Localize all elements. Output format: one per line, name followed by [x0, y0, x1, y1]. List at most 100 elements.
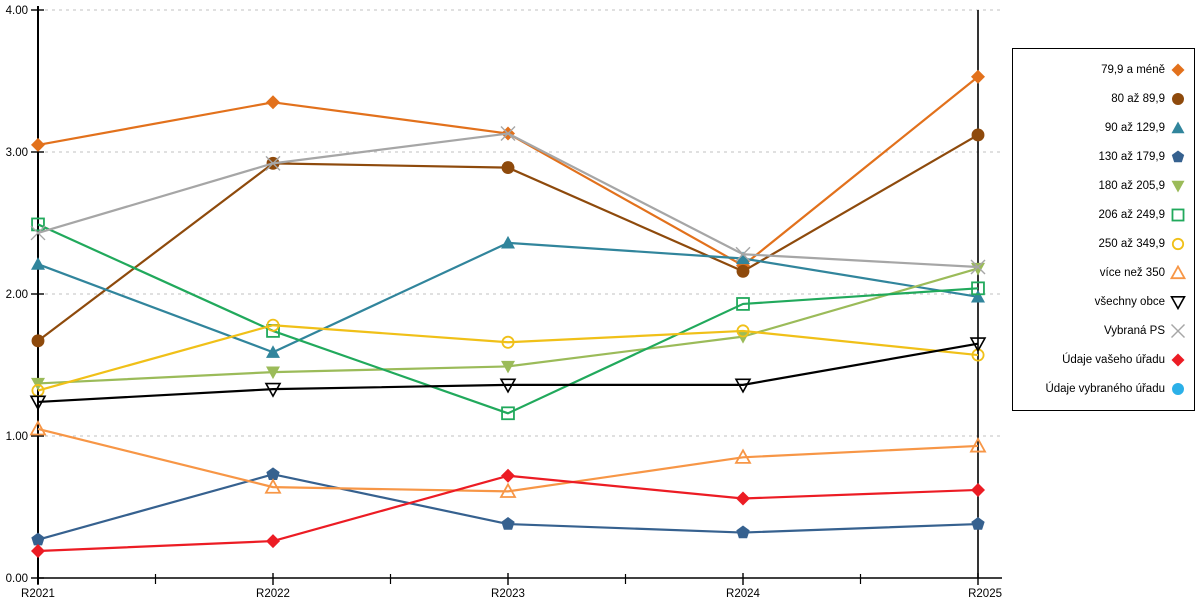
legend-marker-square-open-icon: [1171, 208, 1185, 222]
series-line-250-a-349-9: [37, 324, 979, 392]
data-point-daje-va-eho-adu[interactable]: [501, 468, 515, 483]
data-point-v-echny-obce[interactable]: [499, 378, 517, 394]
data-point-80-a-89-9[interactable]: [31, 334, 45, 348]
legend-label: 206 až 249,9: [1098, 208, 1165, 221]
legend-label: 90 až 129,9: [1104, 121, 1165, 134]
legend-item-v-ce-ne-350[interactable]: více než 350: [1017, 265, 1186, 282]
data-point-250-a-349-9[interactable]: [501, 335, 515, 349]
data-point-206-a-249-9[interactable]: [31, 217, 45, 232]
marker-pentagon-filled: [1171, 150, 1185, 163]
data-point-80-a-89-9[interactable]: [736, 264, 750, 278]
data-point-206-a-249-9[interactable]: [501, 406, 515, 421]
marker-triangle-down-filled: [1171, 180, 1185, 193]
legend-item-79-9-a-m-n[interactable]: 79,9 a méně: [1017, 61, 1186, 78]
series-v-ce-ne-350: [29, 420, 987, 498]
legend-item-daje-vybran-ho-adu[interactable]: Údaje vybraného úřadu: [1017, 381, 1186, 398]
data-point-daje-va-eho-adu[interactable]: [736, 491, 750, 506]
legend-item-250-a-349-9[interactable]: 250 až 349,9: [1017, 236, 1186, 253]
chart-legend: 79,9 a méně 80 až 89,9 90 až 129,9 130 až 1…: [1012, 48, 1195, 411]
data-point-v-echny-obce[interactable]: [734, 378, 752, 394]
data-point-130-a-179-9[interactable]: [736, 525, 750, 539]
legend-item-80-a-89-9[interactable]: 80 až 89,9: [1017, 90, 1186, 107]
data-point-vybran-ps[interactable]: [265, 155, 281, 171]
legend-label: 80 až 89,9: [1111, 92, 1165, 105]
marker-diamond-filled: [1171, 353, 1185, 367]
x-axis-label-r2024: R2024: [726, 588, 760, 600]
series-180-a-205-9: [31, 262, 985, 391]
data-point-90-a-129-9[interactable]: [501, 235, 515, 249]
data-point-vybran-ps[interactable]: [970, 259, 986, 275]
series-130-a-179-9: [31, 467, 985, 546]
data-point-v-echny-obce[interactable]: [969, 337, 987, 353]
y-axis-label: 4.00: [6, 5, 28, 17]
data-point-daje-va-eho-adu[interactable]: [971, 482, 985, 497]
data-point-v-ce-ne-350[interactable]: [734, 448, 752, 464]
data-point-79-9-a-m-n[interactable]: [971, 69, 985, 84]
legend-label: 180 až 205,9: [1098, 179, 1165, 192]
legend-marker-triangle-up-filled-icon: [1171, 121, 1185, 133]
data-point-90-a-129-9[interactable]: [736, 251, 750, 265]
data-point-79-9-a-m-n[interactable]: [266, 95, 280, 110]
legend-marker-triangle-down-open-icon: [1170, 296, 1186, 311]
data-point-vybran-ps[interactable]: [30, 225, 46, 241]
data-point-250-a-349-9[interactable]: [736, 324, 750, 338]
x-axis-label-r2023: R2023: [491, 588, 525, 600]
data-point-v-ce-ne-350[interactable]: [969, 437, 987, 453]
series-206-a-249-9: [31, 217, 985, 421]
legend-marker-circle-filled-icon: [1172, 92, 1184, 105]
data-point-130-a-179-9[interactable]: [266, 467, 280, 480]
series-line-daje-va-eho-adu: [37, 474, 979, 553]
legend-item-daje-va-eho-adu[interactable]: Údaje vašeho úřadu: [1017, 352, 1186, 369]
data-point-130-a-179-9[interactable]: [971, 517, 985, 530]
legend-marker-diamond-filled-icon: [1171, 353, 1185, 367]
data-point-vybran-ps[interactable]: [735, 246, 751, 262]
legend-marker-triangle-up-open-icon: [1170, 265, 1186, 280]
marker-triangle-up-filled: [1171, 121, 1185, 133]
legend-label: Údaje vašeho úřadu: [1062, 354, 1165, 367]
legend-label: Vybraná PS: [1104, 325, 1165, 338]
data-point-79-9-a-m-n[interactable]: [31, 137, 45, 152]
data-point-90-a-129-9[interactable]: [971, 289, 985, 303]
data-point-180-a-205-9[interactable]: [501, 360, 515, 374]
data-point-90-a-129-9[interactable]: [31, 257, 45, 270]
data-point-v-ce-ne-350[interactable]: [264, 478, 282, 494]
data-point-80-a-89-9[interactable]: [501, 161, 515, 175]
data-point-daje-va-eho-adu[interactable]: [266, 534, 280, 549]
data-point-v-echny-obce[interactable]: [29, 395, 47, 411]
data-point-v-echny-obce[interactable]: [264, 382, 282, 398]
data-point-130-a-179-9[interactable]: [31, 532, 45, 546]
y-axis-label: 2.00: [6, 289, 28, 301]
legend-item-vybran-ps[interactable]: Vybraná PS: [1017, 323, 1186, 340]
legend-item-v-echny-obce[interactable]: všechny obce: [1017, 294, 1186, 311]
marker-diamond-filled: [1171, 63, 1185, 77]
data-point-90-a-129-9[interactable]: [266, 345, 280, 358]
legend-label: více než 350: [1099, 267, 1165, 280]
legend-item-90-a-129-9[interactable]: 90 až 129,9: [1017, 119, 1186, 136]
data-point-v-ce-ne-350[interactable]: [499, 482, 517, 498]
series-line-206-a-249-9: [37, 223, 979, 415]
legend-item-206-a-249-9[interactable]: 206 až 249,9: [1017, 206, 1186, 223]
series-daje-va-eho-adu: [31, 468, 985, 559]
data-point-v-ce-ne-350[interactable]: [29, 420, 47, 436]
legend-marker-circle-filled-icon: [1172, 383, 1184, 396]
x-axis-label-r2021: R2021: [21, 588, 55, 600]
marker-circle-open: [1171, 237, 1185, 251]
y-axis-label: 0.00: [6, 573, 28, 585]
series-90-a-129-9: [31, 235, 985, 358]
legend-marker-pentagon-filled-icon: [1171, 150, 1185, 163]
data-point-130-a-179-9[interactable]: [501, 517, 515, 530]
data-point-vybran-ps[interactable]: [500, 126, 516, 142]
marker-x: [1171, 324, 1185, 339]
data-point-206-a-249-9[interactable]: [736, 297, 750, 311]
x-axis-label-r2025: R2025: [968, 588, 1002, 600]
data-point-daje-va-eho-adu[interactable]: [31, 544, 45, 559]
legend-item-130-a-179-9[interactable]: 130 až 179,9: [1017, 148, 1186, 165]
data-point-180-a-205-9[interactable]: [266, 366, 280, 380]
legend-item-180-a-205-9[interactable]: 180 až 205,9: [1017, 177, 1186, 194]
data-point-206-a-249-9[interactable]: [971, 281, 985, 296]
series-line-v-ce-ne-350: [37, 427, 979, 493]
data-point-80-a-89-9[interactable]: [971, 128, 985, 142]
data-point-250-a-349-9[interactable]: [266, 318, 280, 332]
